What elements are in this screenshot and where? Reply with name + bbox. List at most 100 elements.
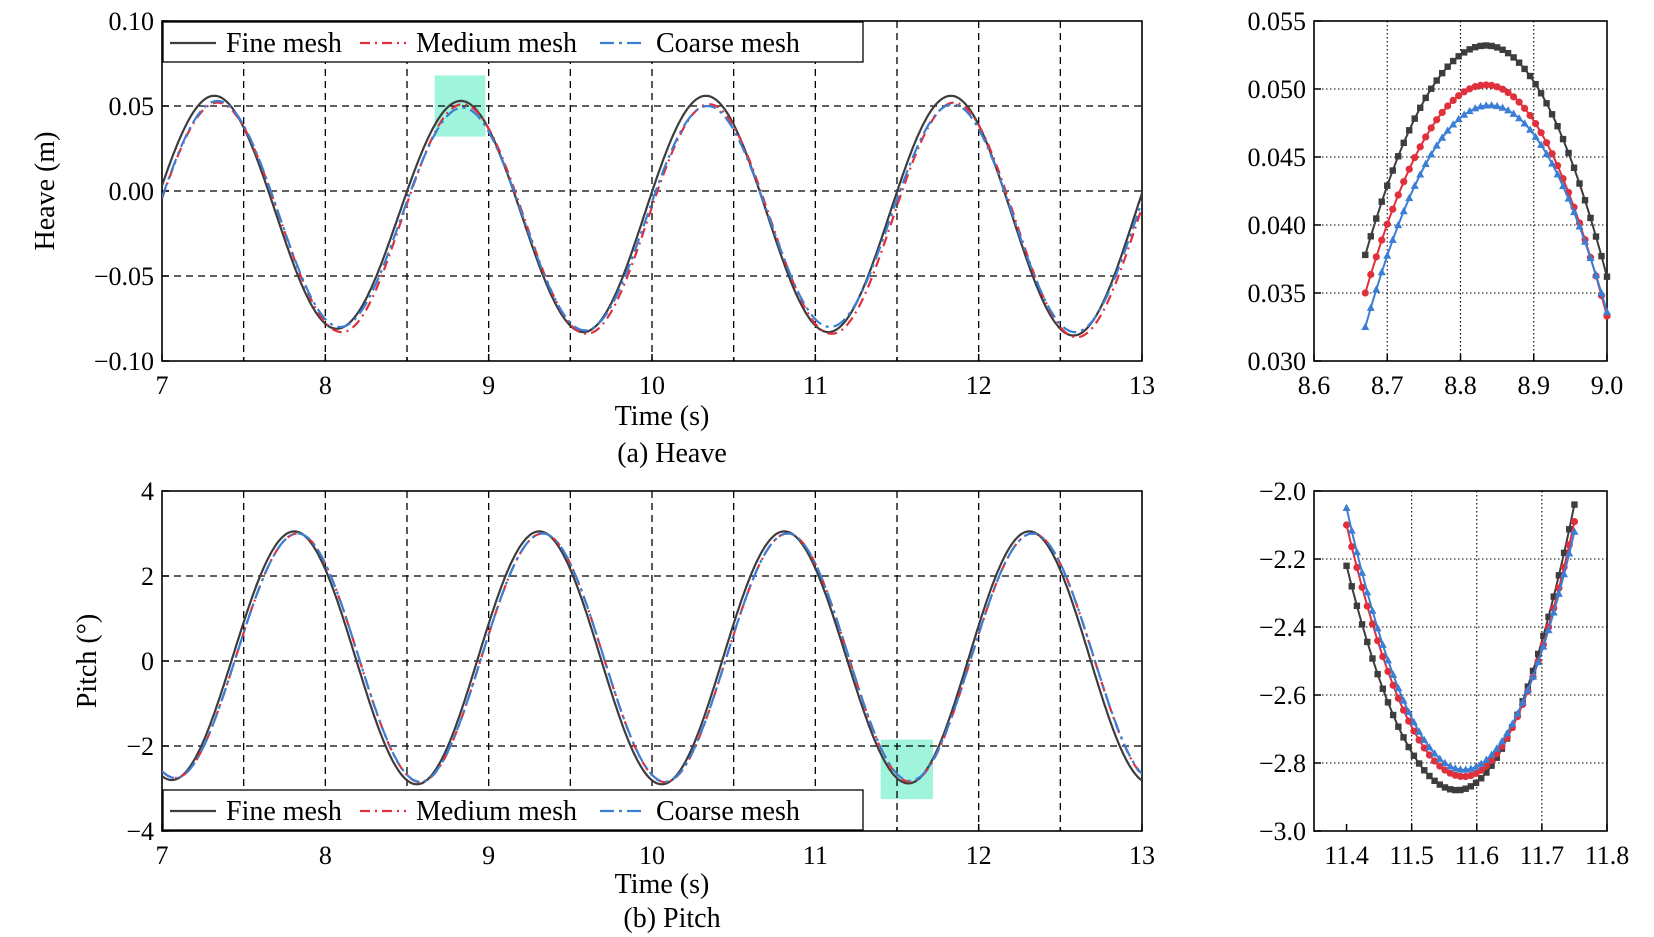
marker-triangle <box>1526 125 1535 133</box>
x-tick-label: 8.8 <box>1444 371 1477 400</box>
marker-triangle <box>1515 113 1524 122</box>
y-tick-label: −2.6 <box>1259 681 1306 710</box>
marker-triangle <box>1466 764 1475 772</box>
marker-circle <box>1477 766 1485 774</box>
marker-circle <box>1368 620 1377 628</box>
marker-square <box>1467 783 1475 790</box>
marker-triangle <box>1394 220 1403 229</box>
marker-circle <box>1342 521 1351 529</box>
marker-triangle <box>1471 104 1480 112</box>
marker-square <box>1452 786 1459 794</box>
x-tick-label: 11 <box>803 371 828 400</box>
marker-circle <box>1425 751 1434 759</box>
marker-circle <box>1570 518 1579 526</box>
marker-square <box>1415 760 1423 767</box>
legend-box <box>162 789 864 831</box>
y-tick-label: 0 <box>141 647 154 676</box>
marker-circle <box>1415 736 1423 744</box>
marker-square <box>1472 779 1480 787</box>
marker-triangle <box>1564 194 1573 202</box>
marker-triangle <box>1443 126 1452 134</box>
marker-circle <box>1374 637 1382 645</box>
marker-square <box>1560 549 1568 557</box>
legend-box <box>162 21 864 63</box>
pitch-zoom-axes: 11.4 11.5 11.6 11.7 11.8 −3.0 −2.8 −2.6 −2.4 −2.2… <box>1259 477 1629 870</box>
marker-triangle <box>1372 285 1381 293</box>
marker-circle <box>1384 667 1392 676</box>
marker-triangle <box>1531 132 1540 140</box>
marker-square <box>1410 752 1418 759</box>
legend-label: Fine mesh <box>226 28 342 59</box>
legend-label: Medium mesh <box>416 28 577 59</box>
marker-circle <box>1389 681 1397 689</box>
marker-triangle <box>1492 744 1501 752</box>
marker-triangle <box>1544 625 1553 634</box>
marker-square <box>1406 127 1413 134</box>
marker-triangle <box>1451 764 1460 772</box>
marker-circle <box>1405 717 1413 725</box>
marker-square <box>1576 180 1583 187</box>
marker-triangle <box>1534 657 1543 666</box>
x-tick-label: 8.7 <box>1371 371 1404 400</box>
plot-frame <box>1313 490 1608 832</box>
marker-square <box>1421 767 1428 774</box>
figure-caption: (a) Heave <box>617 438 727 469</box>
y-tick-label: 0.055 <box>1248 7 1307 36</box>
x-tick-label: 10 <box>639 841 665 870</box>
marker-triangle <box>1378 640 1387 648</box>
marker-square <box>1493 754 1500 761</box>
marker-square <box>1466 46 1473 53</box>
marker-triangle <box>1394 683 1403 692</box>
marker-circle <box>1411 153 1419 162</box>
marker-square <box>1367 233 1374 240</box>
marker-triangle <box>1503 728 1512 737</box>
marker-triangle <box>1520 119 1529 127</box>
marker-triangle <box>1358 568 1367 576</box>
marker-square <box>1565 149 1572 157</box>
marker-triangle <box>1504 106 1513 114</box>
marker-square <box>1545 613 1552 621</box>
marker-triangle <box>1440 758 1449 767</box>
marker-circle <box>1488 81 1496 89</box>
marker-circle <box>1436 762 1444 770</box>
marker-square <box>1373 215 1380 222</box>
marker-square <box>1449 57 1457 65</box>
marker-square <box>1422 94 1429 102</box>
marker-triangle <box>1487 101 1496 109</box>
heave-zoom-axes: 8.6 8.7 8.8 8.9 9.0 0.030 0.035 0.040 0.045 0.050… <box>1248 7 1624 400</box>
heave-axes: 7 8 9 10 11 12 13 −0.10 −0.05 0.00 0.05 0.10 <box>94 7 1155 400</box>
marker-triangle <box>1347 526 1356 534</box>
marker-triangle <box>1389 670 1398 678</box>
marker-triangle <box>1383 251 1392 259</box>
marker-square <box>1389 167 1396 174</box>
marker-circle <box>1438 108 1446 117</box>
y-tick-label: −2.2 <box>1259 545 1306 574</box>
zoom-series-line-coarse-mesh <box>1364 104 1608 328</box>
marker-triangle <box>1477 759 1486 767</box>
marker-circle <box>1379 652 1387 661</box>
y-tick-label: 2 <box>141 562 154 591</box>
x-tick-label: 13 <box>1129 841 1155 870</box>
marker-triangle <box>1487 750 1496 758</box>
x-tick-label: 9 <box>482 841 495 870</box>
marker-square <box>1400 139 1407 147</box>
marker-triangle <box>1565 549 1574 557</box>
marker-square <box>1554 123 1561 130</box>
marker-triangle <box>1537 140 1546 148</box>
marker-square <box>1483 769 1490 776</box>
heave-series <box>162 94 1142 339</box>
marker-square <box>1477 42 1484 50</box>
x-tick-label: 12 <box>966 371 992 400</box>
marker-circle <box>1531 120 1540 128</box>
pitch-series <box>162 530 1142 786</box>
marker-square <box>1488 762 1495 769</box>
marker-square <box>1426 772 1433 780</box>
marker-triangle <box>1554 589 1563 597</box>
marker-triangle <box>1508 719 1517 728</box>
x-tick-label: 8 <box>319 371 332 400</box>
marker-triangle <box>1415 727 1424 735</box>
marker-square <box>1436 781 1443 788</box>
marker-circle <box>1389 205 1397 213</box>
marker-circle <box>1358 583 1366 591</box>
marker-square <box>1521 65 1528 73</box>
